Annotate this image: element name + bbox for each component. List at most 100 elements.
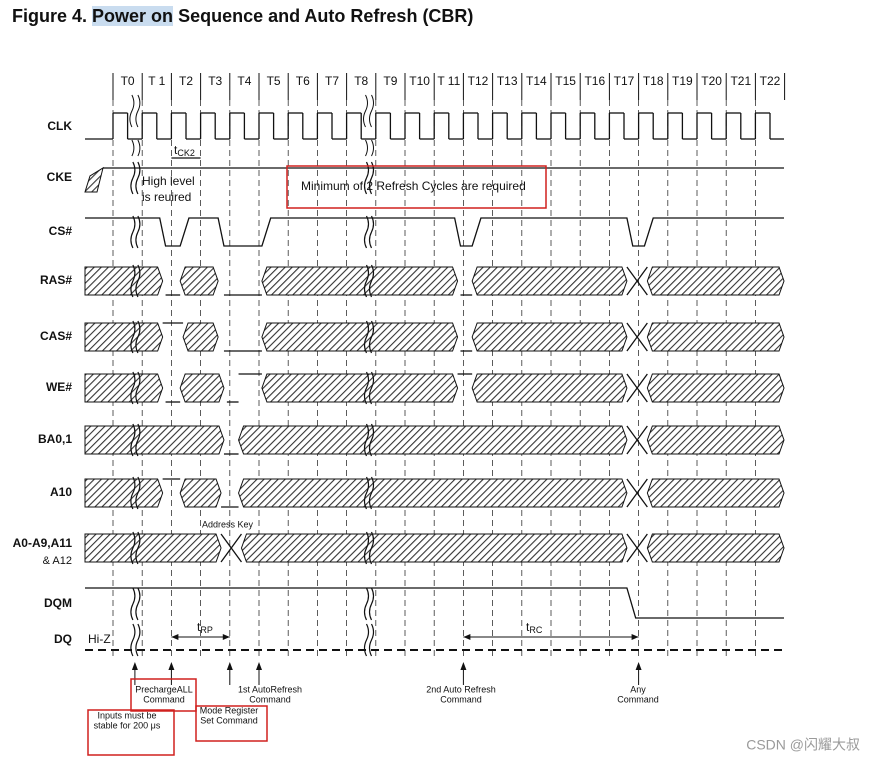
break-mark	[129, 94, 135, 157]
hi-z: Hi-Z	[88, 632, 111, 646]
arrow-head	[460, 662, 467, 670]
title: Figure 4. Power on Sequence and Auto Ref…	[12, 6, 473, 27]
wave	[220, 533, 243, 563]
signal-name: CLK	[47, 119, 72, 133]
break-mark	[135, 423, 141, 457]
hatched-bus	[179, 373, 225, 403]
hatched-bus	[238, 478, 628, 508]
break-mark	[130, 423, 136, 457]
break-mark	[368, 531, 375, 565]
signal-name: A10	[50, 485, 72, 499]
clock-label: T7	[325, 74, 339, 88]
hatched-bus	[84, 373, 164, 403]
clock-label: T0	[121, 74, 135, 88]
arrow-head	[171, 634, 230, 640]
wave	[85, 217, 784, 247]
tck-label: tCK2	[174, 143, 195, 158]
break-mark	[135, 531, 141, 565]
break-mark	[368, 423, 375, 457]
clock-label: T17	[614, 74, 635, 88]
title-prefix: Figure 4.	[12, 6, 88, 26]
tck-sub: CK2	[177, 148, 195, 158]
clock-label: T19	[672, 74, 693, 88]
break-mark	[130, 623, 136, 657]
break-mark	[130, 215, 136, 249]
command-label: Command	[143, 694, 185, 704]
clock-label: T21	[730, 74, 751, 88]
dimension-sub: RP	[200, 625, 213, 635]
hatched-bus	[646, 425, 785, 455]
hatched-bus	[261, 266, 459, 296]
break-mark	[130, 476, 136, 510]
clock-label: T 11	[437, 74, 460, 88]
break-mark	[363, 371, 370, 405]
hatched-bus	[471, 266, 628, 296]
watermark: CSDN @闪耀大叔	[746, 737, 860, 753]
hatched-bus	[84, 166, 104, 193]
dimension-sub: RC	[529, 625, 542, 635]
dimension-label: tRP	[197, 620, 213, 635]
signal-name: CS#	[49, 224, 73, 238]
clock-label: T8	[354, 74, 368, 88]
title-rest: Sequence and Auto Refresh (CBR)	[178, 6, 474, 26]
break-mark	[363, 423, 370, 457]
refresh-note: Minimum of 2 Refresh Cycles are required	[301, 179, 526, 193]
hatched-bus	[646, 373, 785, 403]
clock-label: T 1	[148, 74, 165, 88]
command-label: stable for 200 μs	[94, 720, 161, 730]
wave	[626, 425, 648, 455]
signal-note: & A12	[43, 555, 72, 567]
break-mark	[135, 587, 141, 621]
high-level: is reuired	[142, 190, 191, 204]
break-mark	[363, 587, 370, 621]
highlight-box	[130, 678, 197, 712]
break-mark	[135, 215, 141, 249]
clock-label: T22	[760, 74, 781, 88]
break-mark	[363, 476, 370, 510]
wave	[626, 266, 648, 296]
signal-name: RAS#	[40, 273, 72, 287]
clock-label: T18	[643, 74, 664, 88]
arrow-head	[168, 662, 175, 670]
dimension-t: t	[526, 620, 530, 634]
clock-label: T10	[409, 74, 430, 88]
hatched-bus	[84, 533, 222, 563]
clock-label: T13	[497, 74, 518, 88]
break-mark	[368, 215, 375, 249]
highlight-box	[286, 165, 547, 209]
wave	[626, 322, 648, 352]
hatched-bus	[179, 478, 222, 508]
hatched-bus	[646, 533, 785, 563]
break-mark	[368, 264, 375, 298]
signal-name: CKE	[47, 170, 72, 184]
hatched-bus	[261, 322, 459, 352]
arrow-head	[131, 662, 138, 670]
clock-label: T15	[555, 74, 576, 88]
break-mark	[363, 531, 370, 565]
hatched-bus	[646, 478, 785, 508]
command-label: Mode Register	[200, 705, 259, 715]
tck-t: t	[174, 143, 178, 157]
dimension-t: t	[197, 620, 201, 634]
command-label: 2nd Auto Refresh	[426, 684, 496, 694]
hatched-bus	[84, 322, 164, 352]
hatched-bus	[84, 478, 164, 508]
break-mark	[130, 320, 136, 354]
clock-label: T5	[267, 74, 281, 88]
break-mark	[130, 371, 136, 405]
clock-label: T4	[237, 74, 251, 88]
command-label: Inputs must be	[97, 710, 156, 720]
command-label: Command	[440, 694, 482, 704]
break-mark	[135, 476, 141, 510]
hatched-bus	[182, 322, 219, 352]
hatched-bus	[261, 373, 459, 403]
command-label: Command	[249, 694, 291, 704]
clock-label: T6	[296, 74, 310, 88]
break-mark	[130, 587, 136, 621]
break-mark	[368, 476, 375, 510]
wave	[626, 533, 648, 563]
hatched-bus	[471, 322, 628, 352]
clock-label: T9	[383, 74, 397, 88]
